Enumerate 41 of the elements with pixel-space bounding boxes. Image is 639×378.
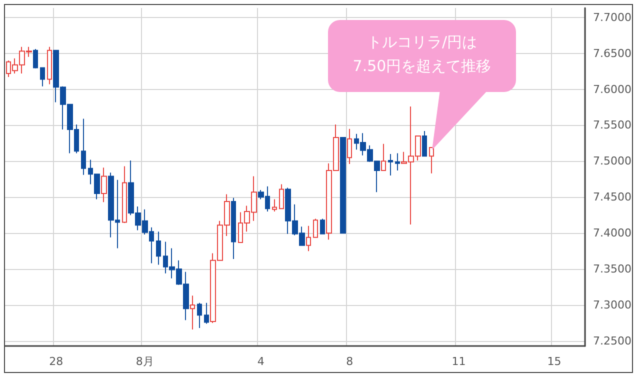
y-tick-label: 7.5500	[593, 118, 632, 132]
candlestick	[313, 218, 318, 238]
candlestick	[422, 130, 427, 157]
candlestick	[190, 295, 195, 330]
candlestick	[347, 128, 352, 165]
candlestick	[231, 197, 236, 260]
y-tick-label: 7.7000	[593, 10, 632, 24]
y-tick-label: 7.6500	[593, 46, 632, 60]
x-tick-label: 8	[346, 355, 354, 368]
candlestick	[340, 136, 346, 234]
candlestick	[279, 184, 284, 210]
candlestick	[101, 167, 107, 203]
candlestick	[81, 118, 86, 176]
y-tick-label: 7.5000	[593, 154, 632, 168]
y-tick-label: 7.4000	[593, 226, 632, 240]
x-tick-label: 4	[257, 355, 264, 368]
candlestick	[156, 231, 161, 266]
candlestick	[395, 152, 400, 172]
candlestick	[429, 147, 434, 174]
y-tick-label: 7.6000	[593, 82, 632, 96]
x-tick-label: 8月	[136, 355, 154, 368]
candlestick	[320, 218, 325, 234]
candlestick	[306, 225, 311, 252]
candlestick	[381, 143, 386, 172]
candlestick	[197, 302, 202, 329]
candlestick	[122, 166, 127, 224]
x-tick-label: 15	[547, 355, 562, 368]
y-tick-label: 7.4500	[593, 190, 632, 204]
y-tick-label: 7.3500	[593, 262, 632, 276]
candlestick	[40, 67, 45, 87]
x-tick-label: 28	[49, 355, 64, 368]
candlestick	[204, 302, 209, 324]
y-tick-label: 7.2500	[593, 334, 632, 348]
candlestick	[388, 153, 393, 176]
candlestick	[47, 46, 52, 85]
x-tick-label: 11	[452, 355, 466, 368]
candlestick	[272, 198, 277, 212]
annotation: トルコリラ/円は 7.50円を超えて推移	[352, 32, 492, 77]
candlestick	[33, 48, 38, 69]
y-tick-label: 7.3000	[593, 298, 632, 312]
speech-bubble: トルコリラ/円は 7.50円を超えて推移	[328, 20, 578, 155]
